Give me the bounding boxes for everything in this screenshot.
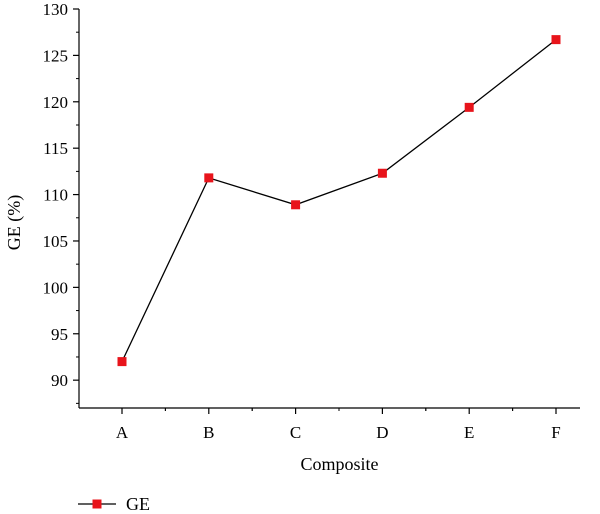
data-point-c bbox=[291, 200, 301, 210]
y-tick-label: 130 bbox=[43, 0, 69, 19]
legend-label-ge: GE bbox=[126, 494, 150, 514]
y-tick-label: 100 bbox=[43, 278, 69, 297]
y-tick-label: 120 bbox=[43, 93, 69, 112]
x-tick-label: F bbox=[551, 423, 560, 442]
x-tick-label: C bbox=[290, 423, 301, 442]
x-axis-title: Composite bbox=[300, 454, 378, 474]
data-point-e bbox=[464, 102, 474, 112]
y-tick-label: 95 bbox=[51, 325, 68, 344]
data-point-f bbox=[551, 35, 561, 45]
x-tick-label: B bbox=[203, 423, 214, 442]
y-tick-label: 115 bbox=[43, 139, 68, 158]
data-point-a bbox=[117, 357, 127, 367]
x-tick-label: E bbox=[464, 423, 474, 442]
x-tick-label: A bbox=[116, 423, 129, 442]
y-tick-label: 105 bbox=[43, 232, 69, 251]
series-line-ge bbox=[121, 39, 557, 362]
y-tick-label: 90 bbox=[51, 371, 68, 390]
axes: 90 95 100 105 110 115 120 125 130 A B C D E F bbox=[43, 0, 580, 442]
data-point-d bbox=[377, 168, 387, 178]
legend-marker-ge bbox=[92, 499, 102, 509]
x-tick-label: D bbox=[376, 423, 388, 442]
y-axis-title: GE (%) bbox=[4, 195, 25, 250]
data-point-b bbox=[204, 173, 214, 183]
series-lines bbox=[121, 39, 557, 362]
legend: GE bbox=[78, 494, 150, 514]
series-markers bbox=[117, 35, 561, 367]
y-tick-label: 110 bbox=[43, 186, 68, 205]
y-tick-label: 125 bbox=[43, 46, 69, 65]
